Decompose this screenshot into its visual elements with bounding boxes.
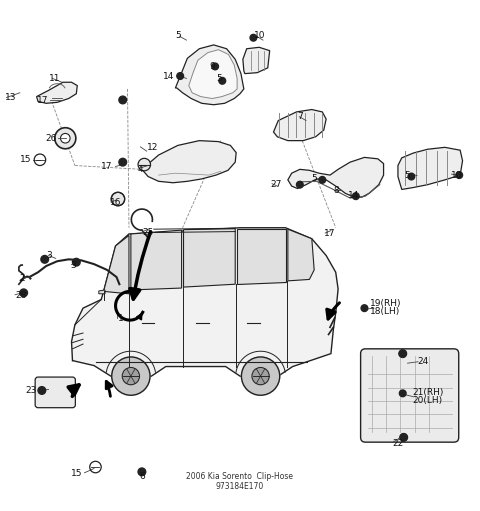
Polygon shape <box>398 147 463 190</box>
Text: 17: 17 <box>324 229 335 239</box>
FancyBboxPatch shape <box>35 377 75 408</box>
Text: 3: 3 <box>46 251 52 260</box>
Circle shape <box>122 367 140 385</box>
Text: 11: 11 <box>48 74 60 83</box>
Text: 15: 15 <box>71 469 83 478</box>
Text: 20(LH): 20(LH) <box>412 397 443 406</box>
Text: 19(RH): 19(RH) <box>370 299 402 308</box>
Circle shape <box>38 387 46 394</box>
Circle shape <box>399 350 406 357</box>
Text: 13: 13 <box>4 93 16 102</box>
Text: 26: 26 <box>46 134 57 143</box>
Text: 10: 10 <box>451 171 462 179</box>
Circle shape <box>119 158 127 166</box>
Circle shape <box>252 367 269 385</box>
Circle shape <box>219 78 226 84</box>
Polygon shape <box>72 228 338 380</box>
Polygon shape <box>36 82 77 103</box>
Text: 23: 23 <box>25 386 36 395</box>
Text: 21(RH): 21(RH) <box>412 388 444 397</box>
Text: 24: 24 <box>417 357 428 366</box>
Polygon shape <box>142 141 236 183</box>
Circle shape <box>408 173 415 180</box>
Circle shape <box>111 192 125 206</box>
Text: 14: 14 <box>348 191 360 200</box>
Circle shape <box>399 350 407 357</box>
Text: 12: 12 <box>147 143 158 152</box>
FancyBboxPatch shape <box>360 349 459 442</box>
Text: 5: 5 <box>404 171 410 179</box>
Polygon shape <box>175 45 244 105</box>
Text: 14: 14 <box>163 72 174 81</box>
Text: 2: 2 <box>20 274 25 283</box>
Text: 5: 5 <box>216 74 222 83</box>
Text: 9: 9 <box>209 62 215 71</box>
Text: 6: 6 <box>140 472 145 481</box>
Circle shape <box>352 193 359 199</box>
Circle shape <box>55 128 76 149</box>
Circle shape <box>241 357 280 395</box>
Circle shape <box>212 63 218 70</box>
Text: 28: 28 <box>15 291 26 300</box>
Circle shape <box>41 256 48 263</box>
Circle shape <box>119 96 127 104</box>
Circle shape <box>20 289 27 297</box>
Circle shape <box>400 434 407 440</box>
Circle shape <box>112 357 150 395</box>
Polygon shape <box>99 290 105 294</box>
Circle shape <box>400 433 408 441</box>
Polygon shape <box>131 230 181 290</box>
Text: 1: 1 <box>118 314 124 323</box>
Circle shape <box>138 158 151 171</box>
Circle shape <box>399 390 406 397</box>
Text: 3: 3 <box>70 261 76 270</box>
Polygon shape <box>189 50 237 99</box>
Circle shape <box>60 133 70 143</box>
Text: 18(LH): 18(LH) <box>370 308 400 316</box>
Polygon shape <box>274 109 326 141</box>
Text: 2006 Kia Sorento  Clip-Hose
973184E170: 2006 Kia Sorento Clip-Hose 973184E170 <box>187 472 293 491</box>
Circle shape <box>361 305 368 312</box>
Circle shape <box>177 73 183 79</box>
Text: 8: 8 <box>333 187 339 195</box>
Polygon shape <box>243 48 270 74</box>
Text: 5: 5 <box>311 174 317 183</box>
Text: 27: 27 <box>271 180 282 189</box>
Polygon shape <box>288 157 384 197</box>
Text: 10: 10 <box>254 31 266 40</box>
Text: 25: 25 <box>142 228 153 237</box>
Text: 7: 7 <box>298 112 303 121</box>
Circle shape <box>456 172 463 178</box>
Text: 15: 15 <box>20 155 32 164</box>
Circle shape <box>138 468 146 476</box>
Text: 16: 16 <box>110 198 121 207</box>
Polygon shape <box>104 236 129 294</box>
Polygon shape <box>288 229 314 281</box>
Text: 17: 17 <box>37 96 48 105</box>
Polygon shape <box>183 229 235 287</box>
Text: 4: 4 <box>137 165 143 174</box>
Circle shape <box>319 176 325 183</box>
Polygon shape <box>237 229 286 284</box>
Text: 22: 22 <box>392 438 404 448</box>
Circle shape <box>250 34 257 41</box>
Text: 5: 5 <box>175 31 180 40</box>
Circle shape <box>72 259 80 266</box>
Circle shape <box>297 181 303 188</box>
Text: 17: 17 <box>101 162 113 171</box>
